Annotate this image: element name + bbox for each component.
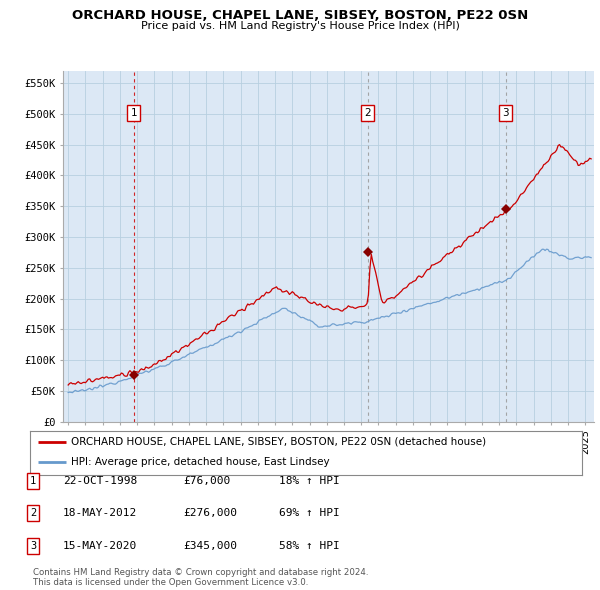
Text: 18-MAY-2012: 18-MAY-2012 [63, 509, 137, 518]
Text: 2: 2 [30, 509, 36, 518]
Text: £276,000: £276,000 [183, 509, 237, 518]
Text: 15-MAY-2020: 15-MAY-2020 [63, 541, 137, 550]
Text: Price paid vs. HM Land Registry's House Price Index (HPI): Price paid vs. HM Land Registry's House … [140, 21, 460, 31]
Text: ORCHARD HOUSE, CHAPEL LANE, SIBSEY, BOSTON, PE22 0SN: ORCHARD HOUSE, CHAPEL LANE, SIBSEY, BOST… [72, 9, 528, 22]
Text: 3: 3 [30, 541, 36, 550]
Text: 69% ↑ HPI: 69% ↑ HPI [279, 509, 340, 518]
Text: Contains HM Land Registry data © Crown copyright and database right 2024.
This d: Contains HM Land Registry data © Crown c… [33, 568, 368, 587]
Text: 1: 1 [30, 476, 36, 486]
Text: 1: 1 [131, 108, 137, 118]
Text: 58% ↑ HPI: 58% ↑ HPI [279, 541, 340, 550]
Text: 22-OCT-1998: 22-OCT-1998 [63, 476, 137, 486]
Text: HPI: Average price, detached house, East Lindsey: HPI: Average price, detached house, East… [71, 457, 330, 467]
Text: 18% ↑ HPI: 18% ↑ HPI [279, 476, 340, 486]
Text: ORCHARD HOUSE, CHAPEL LANE, SIBSEY, BOSTON, PE22 0SN (detached house): ORCHARD HOUSE, CHAPEL LANE, SIBSEY, BOST… [71, 437, 487, 447]
Text: 2: 2 [364, 108, 371, 118]
Text: £76,000: £76,000 [183, 476, 230, 486]
Text: 3: 3 [502, 108, 509, 118]
Text: £345,000: £345,000 [183, 541, 237, 550]
